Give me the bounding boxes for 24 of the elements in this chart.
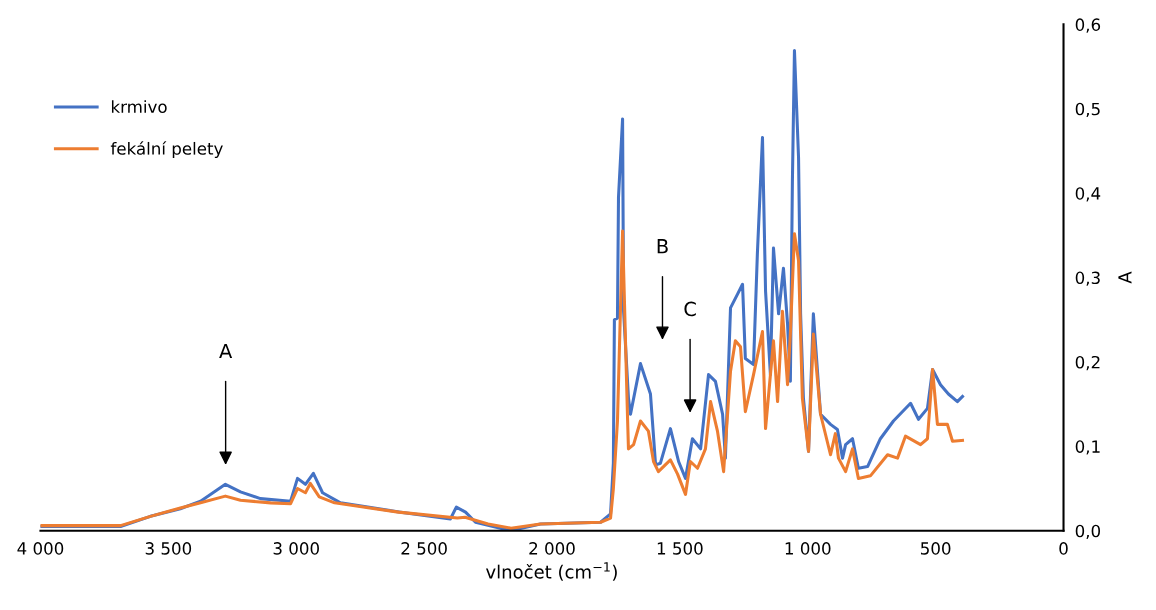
y-tick-label: 0,6 xyxy=(1075,18,1101,33)
y-tick-label: 0,3 xyxy=(1075,271,1100,286)
x-tick-label: 4 000 xyxy=(17,542,64,555)
annotation: C xyxy=(684,301,696,317)
x-tick-label: 3 000 xyxy=(273,542,319,555)
x-tick-label: 0 xyxy=(1059,542,1068,555)
y-tick-label: 0,0 xyxy=(1075,524,1101,539)
legend-label: krmivo xyxy=(111,100,167,114)
y-tick-label: 0,1 xyxy=(1075,440,1100,455)
y-tick-label: 0,5 xyxy=(1075,102,1100,118)
x-tick-label: 3 500 xyxy=(145,542,192,555)
x-tick-label: 2 000 xyxy=(529,542,575,555)
x-tick-label: 2 500 xyxy=(401,542,447,555)
annotation: A xyxy=(219,343,233,359)
y-tick-label: 0,4 xyxy=(1075,187,1101,202)
x-tick-label: 500 xyxy=(921,542,951,555)
line-series xyxy=(40,229,965,530)
x-tick-label: 1 000 xyxy=(785,542,831,555)
y-tick-label: 0,2 xyxy=(1075,355,1100,371)
x-axis-title: vlnočet (cm$^{−1}$) xyxy=(485,562,617,581)
y-axis-title: A xyxy=(1118,271,1132,284)
annotation: B xyxy=(657,239,668,254)
legend-label: fekální pelety xyxy=(110,141,223,159)
x-tick-label: 1 500 xyxy=(657,542,703,555)
